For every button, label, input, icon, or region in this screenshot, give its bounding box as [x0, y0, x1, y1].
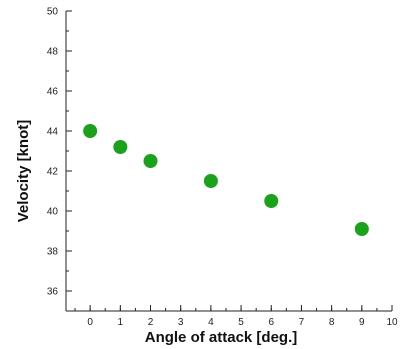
- y-tick-label: 38: [47, 247, 59, 258]
- y-tick-label: 42: [47, 167, 59, 178]
- x-tick-label: 8: [329, 317, 335, 328]
- data-point: [83, 124, 98, 138]
- x-tick-label: 3: [178, 317, 184, 328]
- x-axis-title: Angle of attack [deg.]: [145, 329, 298, 346]
- x-axis: 0 1 2 3 4 5 6 7 8 9 10: [66, 305, 398, 328]
- y-tick-label: 40: [47, 207, 59, 218]
- data-point: [113, 140, 128, 154]
- x-tick-label: 9: [359, 317, 365, 328]
- x-tick-label: 4: [208, 317, 214, 328]
- y-axis-title: Velocity [knot]: [15, 120, 32, 223]
- y-tick-label: 36: [47, 287, 59, 298]
- y-axis: 36 38 40 42 44 46 48 50: [47, 7, 72, 312]
- y-tick-label: 44: [47, 127, 59, 138]
- x-tick-label: 5: [238, 317, 244, 328]
- y-tick-label: 50: [47, 7, 59, 18]
- x-tick-label: 2: [148, 317, 154, 328]
- data-point: [203, 174, 218, 188]
- data-point: [354, 222, 369, 236]
- x-tick-label: 0: [87, 317, 93, 328]
- data-series: [83, 124, 369, 236]
- y-tick-label: 48: [47, 47, 59, 58]
- x-tick-label: 1: [118, 317, 124, 328]
- y-tick-label: 46: [47, 87, 59, 98]
- x-tick-label: 7: [299, 317, 305, 328]
- data-point: [264, 194, 279, 208]
- x-tick-label: 10: [386, 317, 398, 328]
- data-point: [143, 154, 158, 168]
- x-tick-label: 6: [268, 317, 274, 328]
